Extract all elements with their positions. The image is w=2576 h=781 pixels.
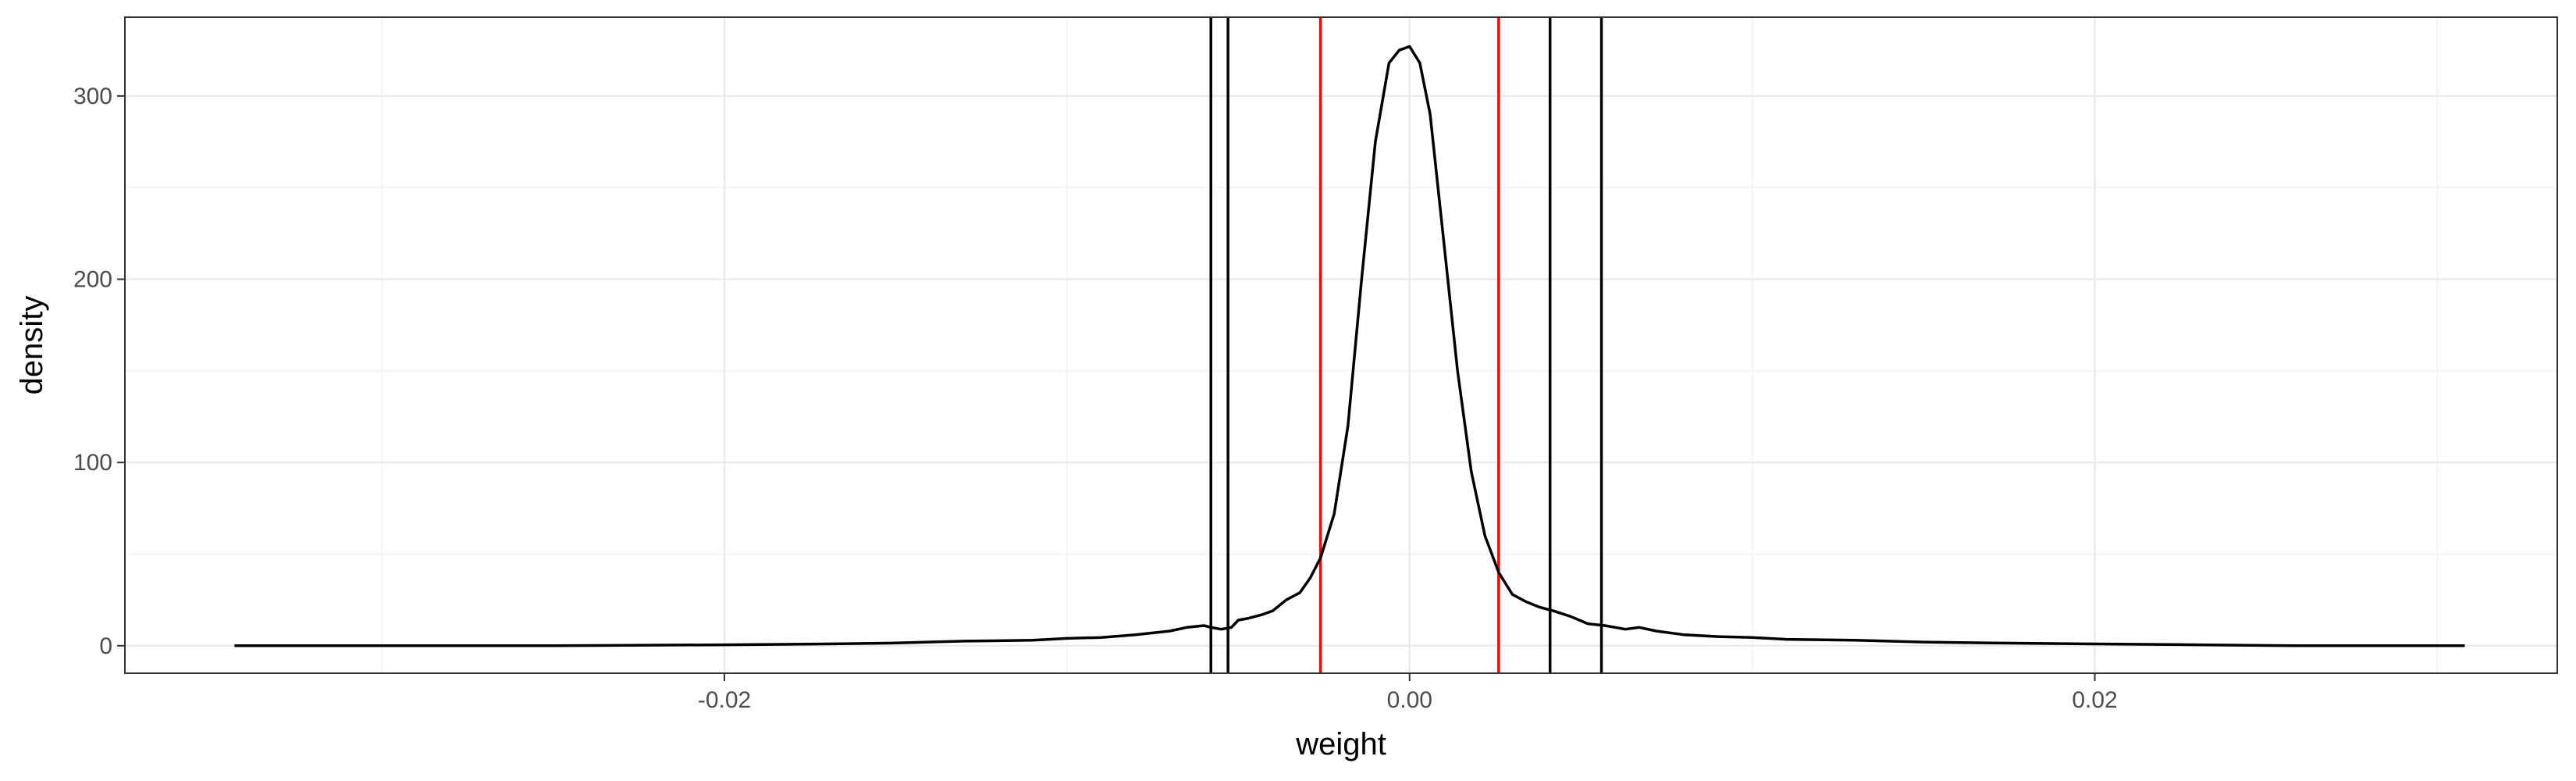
y-tick-label: 100 [73, 450, 112, 476]
y-axis-ticks: 0 100 200 300 [73, 84, 125, 659]
x-tick-label: -0.02 [698, 687, 751, 713]
plot-background [125, 17, 2557, 673]
x-tick-label: 0.00 [1387, 687, 1432, 713]
density-curve [234, 45, 2465, 647]
x-tick-label: 0.02 [2072, 687, 2117, 713]
vertical-reference-lines [1209, 17, 1603, 673]
plot-border [124, 16, 2558, 674]
minor-gridlines [125, 17, 2557, 673]
y-axis-title: density [15, 296, 49, 395]
y-tick-label: 0 [99, 633, 112, 659]
y-tick-label: 300 [73, 84, 112, 109]
x-axis-ticks: -0.02 0.00 0.02 [698, 673, 2118, 713]
y-tick-label: 200 [73, 267, 112, 293]
x-axis-title: weight [1295, 727, 1386, 761]
